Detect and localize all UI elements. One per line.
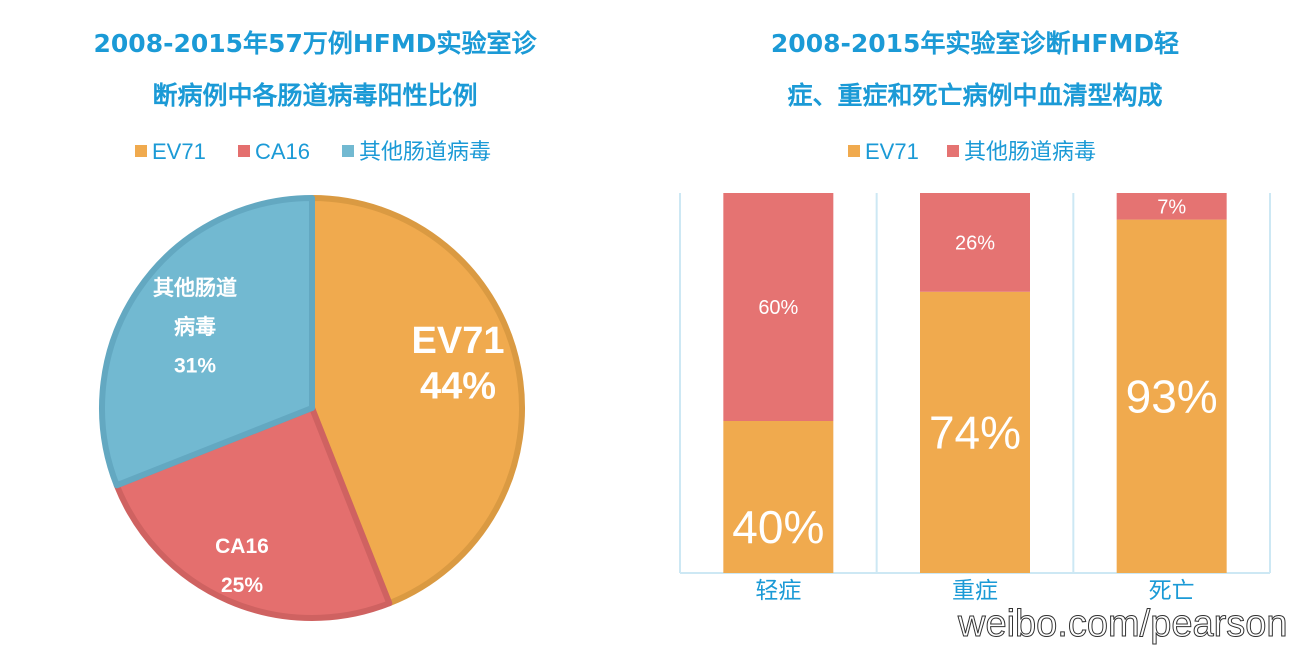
bar-label-0-2: 93%	[1126, 370, 1218, 422]
x-tick-1: 重症	[952, 577, 998, 603]
bar-label-1-1: 26%	[955, 232, 995, 254]
bar-title-line-1: 2008-2015年实验室诊断HFMD轻	[770, 29, 1180, 58]
pie-label-0-0: EV71	[412, 320, 505, 362]
pie-slice-2	[99, 195, 315, 489]
bar-1-0	[723, 193, 834, 421]
bar-label-0-1: 74%	[929, 407, 1021, 459]
bar-legend-swatch-1	[947, 145, 959, 157]
x-tick-2: 死亡	[1149, 577, 1195, 603]
bar-legend-label-1: 其他肠道病毒	[964, 139, 1096, 164]
pie-label-2-0: 其他肠道	[153, 276, 237, 300]
x-tick-0: 轻症	[755, 577, 801, 603]
bar-0-0	[723, 421, 834, 573]
bar-title: 2008-2015年实验室诊断HFMD轻 症、重症和死亡病例中血清型构成	[700, 18, 1250, 122]
legend-swatch-2	[342, 145, 354, 157]
bar-1-2	[1116, 193, 1227, 220]
pie-label-1-1: 25%	[221, 574, 263, 597]
watermark: weibo.com/pearson	[958, 603, 1289, 645]
legend-label-2: 其他肠道病毒	[359, 139, 491, 164]
legend-swatch-0	[135, 145, 147, 157]
legend-label-0: EV71	[152, 139, 206, 164]
bar-1-1	[920, 193, 1030, 292]
bar-0-1	[920, 291, 1030, 573]
pie-title-line-1: 2008-2015年57万例HFMD实验室诊	[93, 29, 537, 58]
bar-label-0-0: 40%	[732, 501, 824, 553]
pie-label-0-1: 44%	[420, 366, 496, 408]
bar-label-1-0: 60%	[758, 297, 798, 319]
bar-label-1-2: 7%	[1157, 196, 1186, 218]
pie-label-2-2: 31%	[174, 355, 216, 378]
pie-title: 2008-2015年57万例HFMD实验室诊 断病例中各肠道病毒阳性比例	[40, 18, 590, 122]
bar-legend-label-0: EV71	[865, 139, 919, 164]
pie-label-2-1: 病毒	[174, 315, 216, 339]
pie-label-1-0: CA16	[215, 535, 269, 558]
legend-swatch-1	[238, 145, 250, 157]
pie-title-line-2: 断病例中各肠道病毒阳性比例	[152, 81, 478, 110]
bar-legend-swatch-0	[848, 145, 860, 157]
pie-slice-0	[309, 195, 525, 607]
legend-label-1: CA16	[255, 139, 310, 164]
bar-0-2	[1116, 219, 1227, 573]
bar-title-line-2: 症、重症和死亡病例中血清型构成	[787, 81, 1163, 110]
